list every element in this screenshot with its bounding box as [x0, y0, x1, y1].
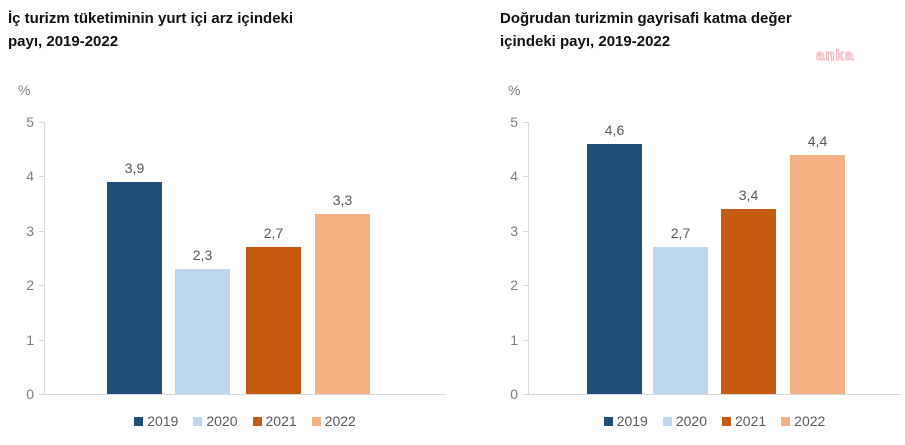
y-axis-tick-label: 3: [26, 222, 34, 239]
y-axis-tick-mark: [523, 230, 528, 232]
legend-swatch-2019: [603, 416, 613, 426]
bar-value-label-2020: 2,3: [192, 247, 213, 263]
legend-swatch-2022: [311, 416, 321, 426]
chart-title: Doğrudan turizmin gayrisafi katma değer …: [500, 7, 792, 53]
y-axis-tick-label: 1: [510, 331, 518, 348]
bar-2022: [315, 214, 370, 394]
chart-panel-domestic-supply: İç turizm tüketiminin yurt içi arz içind…: [0, 0, 452, 445]
legend-swatch-2020: [662, 416, 672, 426]
bar-2021: [246, 247, 301, 394]
bar-2020: [653, 247, 708, 394]
x-axis-line: [528, 394, 901, 395]
y-axis-tick-mark: [39, 285, 44, 287]
legend-label-2019: 2019: [616, 413, 648, 429]
legend-swatch-2019: [134, 416, 144, 426]
y-axis-tick-mark: [39, 176, 44, 178]
bar-2022: [790, 155, 845, 394]
y-axis-tick-label: 0: [26, 386, 34, 402]
y-axis-tick-label: 3: [510, 222, 518, 239]
legend: 2019 2020 2021 2022: [528, 413, 901, 429]
legend-label-2019: 2019: [147, 413, 179, 429]
y-axis-tick-label: 1: [26, 331, 34, 348]
y-axis-tick-mark: [39, 230, 44, 232]
chart-title: İç turizm tüketiminin yurt içi arz içind…: [8, 7, 293, 53]
legend-label-2021: 2021: [265, 413, 297, 429]
legend-item-2021: 2021: [252, 413, 297, 429]
x-axis-line: [44, 394, 446, 395]
y-axis-tick-label: 2: [26, 277, 34, 294]
y-axis-tick-mark: [523, 285, 528, 287]
chart-title-line-1: İç turizm tüketiminin yurt içi arz içind…: [8, 10, 294, 27]
bar-2019: [587, 144, 642, 394]
chart-title-line-2: içindeki payı, 2019-2022: [500, 33, 671, 50]
y-axis-tick-mark: [523, 176, 528, 178]
bar-value-label-2020: 2,7: [670, 225, 691, 241]
anka-watermark: anka: [815, 47, 855, 65]
bar-value-label-2019: 4,6: [604, 122, 625, 138]
y-axis-tick-mark: [523, 122, 528, 123]
y-axis-tick-mark: [523, 339, 528, 341]
legend-swatch-2021: [722, 416, 731, 426]
y-axis-tick-mark: [523, 394, 528, 395]
y-axis-line: [44, 122, 45, 394]
y-axis-tick-label: 4: [26, 168, 34, 185]
y-axis-tick-label: 0: [510, 386, 518, 402]
legend-swatch-2020: [193, 416, 203, 426]
chart-panel-gross-value-added: Doğrudan turizmin gayrisafi katma değer …: [452, 0, 905, 445]
legend-label-2021: 2021: [735, 413, 767, 429]
y-axis-unit-label: %: [508, 82, 521, 98]
legend-label-2022: 2022: [324, 413, 356, 429]
legend-label-2020: 2020: [675, 413, 707, 429]
legend-item-2020: 2020: [193, 413, 238, 429]
legend-swatch-2022: [781, 416, 791, 426]
legend-swatch-2021: [252, 416, 262, 426]
y-axis-tick-mark: [39, 339, 44, 341]
y-axis-unit-label: %: [18, 82, 31, 98]
legend: 2019 2020 2021 2022: [44, 413, 446, 429]
chart-title-line-1: Doğrudan turizmin gayrisafi katma değer: [500, 10, 792, 27]
y-axis-tick-label: 2: [510, 277, 518, 294]
chart-title-line-2: payı, 2019-2022: [8, 33, 119, 50]
y-axis-tick-label: 4: [510, 168, 518, 185]
bar-value-label-2019: 3,9: [124, 160, 145, 176]
bar-value-label-2021: 2,7: [263, 225, 284, 241]
y-axis-line: [528, 122, 529, 394]
legend-item-2022: 2022: [311, 413, 356, 429]
bar-2021: [721, 209, 776, 394]
bar-2019: [107, 182, 162, 394]
bar-value-label-2022: 3,3: [332, 192, 353, 208]
y-axis-tick-label: 5: [510, 114, 518, 130]
y-axis-tick-mark: [39, 394, 44, 395]
legend-item-2022: 2022: [781, 413, 825, 429]
bar-value-label-2021: 3,4: [738, 187, 759, 203]
y-axis-tick-label: 5: [26, 114, 34, 130]
legend-item-2019: 2019: [603, 413, 648, 429]
y-axis-tick-mark: [39, 122, 44, 123]
bar-2020: [175, 269, 230, 394]
legend-item-2020: 2020: [662, 413, 707, 429]
legend-item-2021: 2021: [722, 413, 766, 429]
legend-item-2019: 2019: [134, 413, 178, 429]
legend-label-2022: 2022: [794, 413, 826, 429]
bar-value-label-2022: 4,4: [807, 133, 828, 149]
legend-label-2020: 2020: [206, 413, 238, 429]
